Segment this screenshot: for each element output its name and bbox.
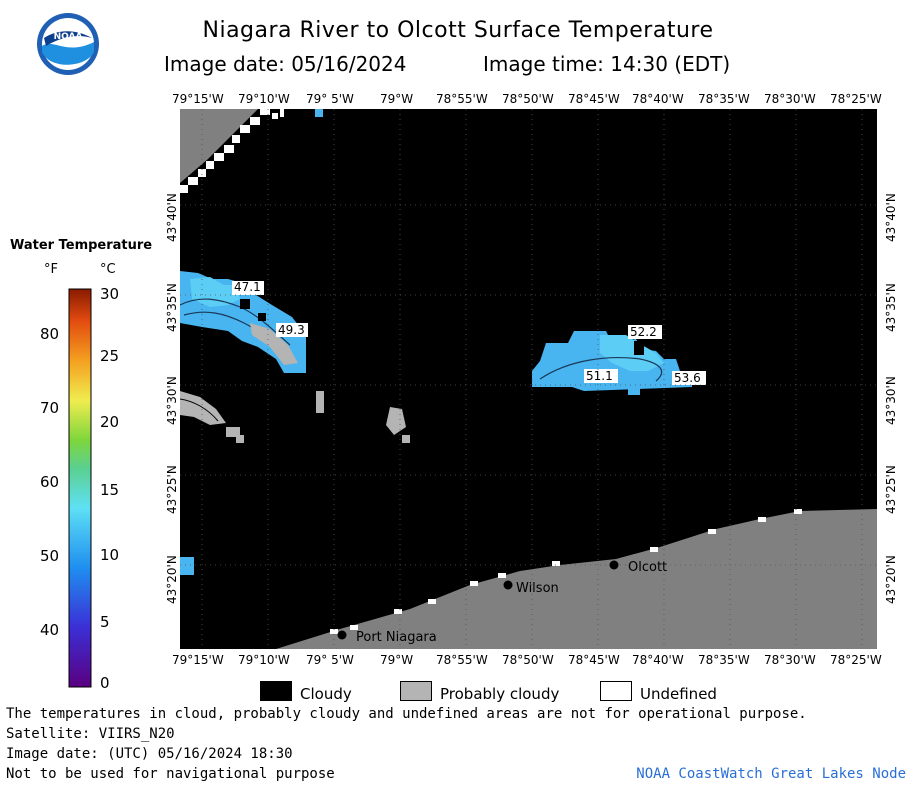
legend-unit-c: °C <box>100 262 116 277</box>
label-box <box>276 323 308 337</box>
lon-tick-top: 78°50'W <box>502 92 554 106</box>
legend-c-label: 10 <box>100 546 120 564</box>
lat-tick-left: 43°20'N <box>165 555 179 604</box>
legend-f-label: 40 <box>40 621 60 639</box>
lon-tick-bottom: 78°45'W <box>568 653 620 667</box>
undefined-edge-south <box>330 509 802 634</box>
lon-tick-top: 79°10'W <box>238 92 290 106</box>
lat-tick-left: 43°35'N <box>165 283 179 332</box>
lon-tick-bottom: 78°50'W <box>502 653 554 667</box>
map-title: Niagara River to Olcott Surface Temperat… <box>202 18 714 43</box>
legend-c-label: 5 <box>100 613 110 631</box>
legend-c-label: 20 <box>100 413 120 431</box>
lon-tick-bottom: 78°35'W <box>698 653 750 667</box>
port-niagara-marker[interactable] <box>337 630 347 640</box>
temp-label: 52.2 <box>630 325 657 339</box>
lat-tick-right: 43°20'N <box>884 555 898 604</box>
lat-tick-right: 43°25'N <box>884 465 898 514</box>
lon-tick-bottom: 79°W <box>380 653 414 667</box>
legend-unit-f: °F <box>44 262 58 277</box>
key-label-probably-cloudy: Probably cloudy <box>440 685 560 703</box>
credit-link[interactable]: NOAA CoastWatch Great Lakes Node <box>636 766 906 782</box>
lon-tick-top: 78°25'W <box>830 92 882 106</box>
image-time: Image time: 14:30 (EDT) <box>483 52 731 76</box>
graticule <box>180 109 877 649</box>
lon-tick-top: 78°30'W <box>764 92 816 106</box>
temp-label: 51.1 <box>586 369 613 383</box>
image-date: Image date: 05/16/2024 <box>164 52 407 76</box>
legend-f-label: 80 <box>40 325 60 343</box>
lat-tick-left: 43°25'N <box>165 465 179 514</box>
lat-tick-left: 43°40'N <box>165 193 179 242</box>
temp-label: 49.3 <box>278 323 305 337</box>
lon-tick-top: 78°35'W <box>698 92 750 106</box>
legend-c-label: 0 <box>100 674 110 692</box>
footer-navigation-warning: Not to be used for navigational purpose <box>6 766 335 782</box>
key-swatch-cloudy <box>260 681 292 701</box>
logo-text: NOAA <box>54 32 83 42</box>
undefined-edge-northwest <box>180 109 284 193</box>
lat-tick-right: 43°40'N <box>884 193 898 242</box>
key-label-cloudy: Cloudy <box>300 685 352 703</box>
color-scale-bar <box>68 288 92 688</box>
lat-tick-right: 43°35'N <box>884 283 898 332</box>
water-patch-east <box>532 331 692 395</box>
legend-f-label: 50 <box>40 547 60 565</box>
place-label-wilson: Wilson <box>516 581 559 596</box>
lon-tick-bottom: 79°15'W <box>172 653 224 667</box>
lon-tick-bottom: 78°25'W <box>830 653 882 667</box>
label-box <box>628 325 662 339</box>
lon-tick-top: 79° 5'W <box>306 92 354 106</box>
water-speck <box>315 109 323 117</box>
lon-tick-bottom: 79° 5'W <box>306 653 354 667</box>
key-swatch-probably-cloudy <box>400 681 432 701</box>
key-label-undefined: Undefined <box>640 685 717 703</box>
lon-tick-bottom: 79°10'W <box>238 653 290 667</box>
olcott-marker[interactable] <box>609 560 619 570</box>
contour <box>180 398 219 422</box>
label-box <box>232 281 264 295</box>
legend-title: Water Temperature <box>10 238 153 253</box>
lon-tick-bottom: 78°30'W <box>764 653 816 667</box>
place-label-port-niagara: Port Niagara <box>356 630 437 645</box>
lon-tick-bottom: 78°55'W <box>436 653 488 667</box>
legend-f-label: 70 <box>40 399 60 417</box>
legend-c-label: 30 <box>100 285 120 303</box>
key-swatch-undefined <box>600 681 632 701</box>
water-speck-southwest <box>180 557 194 575</box>
legend-c-label: 25 <box>100 347 120 365</box>
land-south <box>276 509 877 649</box>
footer-utc-date: Image date: (UTC) 05/16/2024 18:30 <box>6 746 293 762</box>
lon-tick-top: 78°45'W <box>568 92 620 106</box>
legend-f-label: 60 <box>40 473 60 491</box>
footer-satellite: Satellite: VIIRS_N20 <box>6 726 175 742</box>
lon-tick-top: 78°55'W <box>436 92 488 106</box>
place-label-olcott: Olcott <box>628 560 668 575</box>
lat-tick-right: 43°30'N <box>884 376 898 425</box>
temp-label: 47.1 <box>234 280 261 294</box>
noaa-logo: NOAA <box>37 13 99 75</box>
label-box <box>672 371 706 385</box>
legend-c-label: 15 <box>100 481 120 499</box>
lon-tick-top: 78°40'W <box>632 92 684 106</box>
lon-tick-top: 79°15'W <box>172 92 224 106</box>
lon-tick-bottom: 78°40'W <box>632 653 684 667</box>
temperature-map[interactable] <box>180 109 877 649</box>
footer-disclaimer: The temperatures in cloud, probably clou… <box>6 706 807 722</box>
wilson-marker[interactable] <box>503 580 513 590</box>
lat-tick-left: 43°30'N <box>165 376 179 425</box>
water-patch-west <box>180 271 306 373</box>
temp-label: 53.6 <box>674 371 701 385</box>
label-box <box>584 369 618 383</box>
lon-tick-top: 79°W <box>380 92 414 106</box>
land-northwest <box>180 109 258 183</box>
